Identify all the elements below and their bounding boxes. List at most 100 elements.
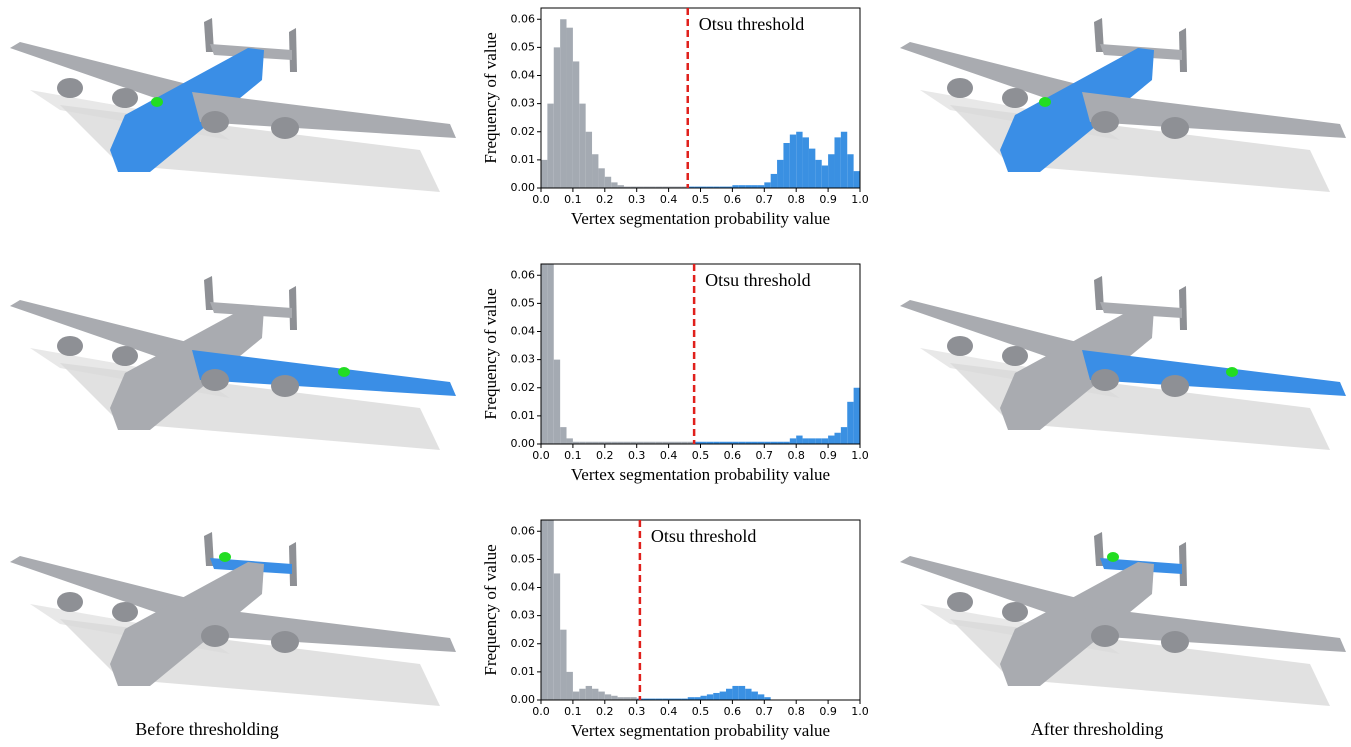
y-tick-label: 0.01 (511, 665, 536, 678)
bar (854, 388, 860, 444)
bar (764, 182, 770, 188)
x-tick-label: 1.0 (851, 193, 869, 206)
bar (611, 696, 617, 700)
seed-point (1107, 552, 1119, 562)
bar (707, 694, 713, 700)
bar (598, 168, 604, 188)
x-tick-label: 0.5 (692, 193, 710, 206)
bar (758, 694, 764, 700)
y-tick-label: 0.03 (511, 353, 536, 366)
bar (809, 149, 815, 188)
bar (771, 174, 777, 188)
y-tick-label: 0.03 (511, 609, 536, 622)
engine (1091, 369, 1119, 391)
bar (796, 436, 802, 444)
seed-point (338, 367, 350, 377)
bar (809, 438, 815, 444)
bars (541, 19, 860, 188)
bar (592, 154, 598, 188)
x-tick-label: 1.0 (851, 449, 869, 462)
bar (567, 672, 573, 700)
y-axis-label: Frequency of value (481, 544, 500, 675)
y-tick-label: 0.05 (511, 296, 536, 309)
engine (112, 602, 138, 622)
y-axis-label: Frequency of value (481, 32, 500, 163)
bar (611, 182, 617, 188)
x-tick-label: 0.3 (628, 705, 646, 718)
engine (1161, 117, 1189, 139)
seed-point (1039, 97, 1051, 107)
airplane (10, 18, 456, 192)
engine (1161, 631, 1189, 653)
x-tick-label: 0.7 (756, 705, 774, 718)
bar (713, 693, 719, 700)
x-tick-label: 0.2 (596, 449, 614, 462)
y-tick-label: 0.06 (511, 268, 536, 281)
airplane (10, 276, 456, 450)
engine (947, 592, 973, 612)
x-tick-label: 0.5 (692, 449, 710, 462)
y-tick-label: 0.04 (511, 325, 536, 338)
x-tick-label: 0.6 (724, 193, 742, 206)
bar (847, 154, 853, 188)
bar (579, 104, 585, 188)
x-tick-label: 0.0 (532, 193, 550, 206)
figure: Before thresholding After thresholding 0… (0, 0, 1351, 747)
bar (732, 686, 738, 700)
bar (592, 689, 598, 700)
plot-frame (541, 264, 860, 444)
bar (828, 436, 834, 444)
x-tick-label: 0.7 (756, 193, 774, 206)
bar (822, 438, 828, 444)
y-tick-label: 0.03 (511, 97, 536, 110)
bar (847, 402, 853, 444)
bar (541, 160, 547, 188)
bar (701, 696, 707, 700)
bar (790, 438, 796, 444)
bar (560, 19, 566, 188)
bar (579, 689, 585, 700)
y-tick-label: 0.00 (511, 437, 536, 450)
y-tick-label: 0.02 (511, 125, 536, 138)
bar (554, 360, 560, 444)
engine (112, 346, 138, 366)
threshold-label: Otsu threshold (651, 526, 757, 546)
bar (815, 160, 821, 188)
engine (1002, 346, 1028, 366)
x-tick-label: 0.7 (756, 449, 774, 462)
airplane (900, 276, 1346, 450)
engine (57, 592, 83, 612)
y-tick-label: 0.06 (511, 524, 536, 537)
bar (828, 154, 834, 188)
engine (112, 88, 138, 108)
caption-after: After thresholding (1031, 719, 1163, 739)
x-tick-label: 0.3 (628, 449, 646, 462)
y-axis-label: Frequency of value (481, 288, 500, 419)
bar (777, 160, 783, 188)
bar (815, 438, 821, 444)
bar (783, 143, 789, 188)
x-axis-label: Vertex segmentation probability value (571, 721, 830, 740)
engine (271, 375, 299, 397)
airplane (10, 532, 456, 706)
bar (834, 433, 840, 444)
x-tick-label: 0.0 (532, 449, 550, 462)
y-tick-label: 0.05 (511, 40, 536, 53)
seed-point (1226, 367, 1238, 377)
bar (834, 137, 840, 188)
engine (1091, 111, 1119, 133)
bar (803, 137, 809, 188)
engine (57, 336, 83, 356)
bar (547, 191, 553, 444)
x-tick-label: 0.2 (596, 705, 614, 718)
x-tick-label: 0.9 (819, 193, 837, 206)
x-tick-label: 0.9 (819, 705, 837, 718)
x-tick-label: 0.9 (819, 449, 837, 462)
y-tick-label: 0.02 (511, 637, 536, 650)
y-tick-label: 0.02 (511, 381, 536, 394)
y-tick-label: 0.04 (511, 69, 536, 82)
bar (726, 689, 732, 700)
threshold-label: Otsu threshold (705, 270, 811, 290)
bar (796, 132, 802, 188)
bar (790, 135, 796, 188)
